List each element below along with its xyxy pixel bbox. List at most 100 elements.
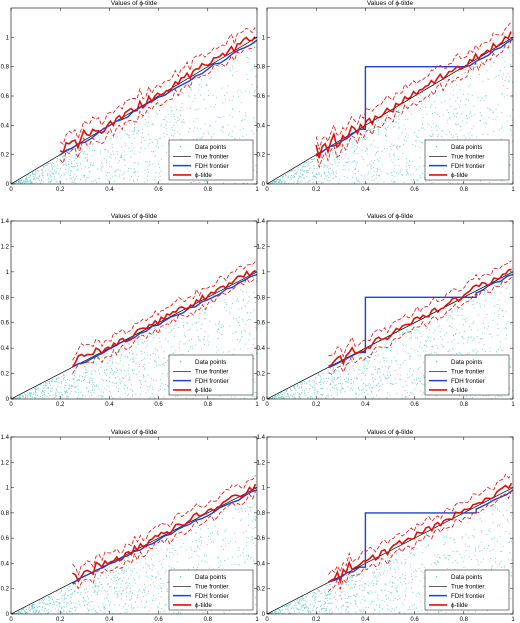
data-point bbox=[241, 507, 242, 509]
data-point bbox=[305, 388, 307, 389]
data-point bbox=[380, 379, 382, 381]
data-point bbox=[480, 100, 482, 102]
data-point bbox=[86, 612, 88, 614]
data-point bbox=[48, 595, 50, 597]
data-point bbox=[443, 346, 445, 348]
data-point bbox=[287, 395, 289, 397]
data-point bbox=[249, 332, 251, 334]
data-point bbox=[344, 161, 346, 163]
data-point bbox=[50, 602, 52, 604]
data-point bbox=[30, 181, 31, 183]
data-point bbox=[73, 176, 74, 178]
data-point bbox=[135, 358, 137, 360]
data-point bbox=[176, 613, 178, 614]
data-point bbox=[360, 379, 362, 381]
data-point bbox=[398, 173, 400, 175]
data-point bbox=[113, 587, 115, 589]
data-point bbox=[274, 397, 276, 399]
data-point bbox=[86, 176, 88, 178]
data-point bbox=[188, 131, 189, 133]
data-point bbox=[55, 380, 57, 382]
data-point bbox=[339, 595, 341, 596]
data-point bbox=[404, 599, 406, 601]
data-point bbox=[448, 315, 450, 317]
data-point bbox=[369, 384, 371, 386]
data-point bbox=[98, 388, 100, 390]
data-point bbox=[389, 365, 391, 367]
data-point bbox=[359, 129, 361, 131]
data-point bbox=[91, 373, 93, 375]
data-point bbox=[377, 371, 379, 373]
data-point bbox=[505, 338, 507, 340]
phi-tilde-line bbox=[328, 268, 512, 367]
data-point bbox=[81, 168, 83, 170]
data-point bbox=[354, 182, 356, 184]
data-point bbox=[284, 390, 286, 391]
data-point bbox=[22, 181, 24, 183]
data-point bbox=[483, 305, 485, 307]
data-point bbox=[140, 146, 142, 148]
data-point bbox=[510, 64, 512, 66]
data-point bbox=[437, 319, 438, 321]
data-point bbox=[95, 371, 97, 373]
data-point bbox=[79, 374, 81, 376]
data-point bbox=[234, 137, 236, 139]
data-point bbox=[62, 599, 64, 601]
data-point bbox=[150, 378, 152, 380]
data-point bbox=[61, 606, 63, 608]
data-point bbox=[112, 359, 114, 361]
data-point bbox=[455, 108, 457, 110]
data-point bbox=[359, 181, 361, 183]
data-point bbox=[204, 554, 205, 556]
data-point bbox=[383, 373, 385, 375]
data-point bbox=[56, 159, 58, 161]
data-point bbox=[253, 395, 255, 397]
data-point bbox=[374, 123, 376, 125]
data-point bbox=[217, 349, 219, 351]
legend-entry: ϕ-tilde bbox=[195, 387, 212, 394]
data-point bbox=[133, 181, 135, 182]
data-point bbox=[21, 610, 23, 612]
data-point bbox=[132, 362, 134, 364]
data-point bbox=[371, 164, 373, 166]
data-point bbox=[204, 181, 206, 182]
data-point bbox=[119, 578, 121, 580]
data-point bbox=[85, 375, 87, 377]
data-point bbox=[320, 600, 321, 602]
data-point bbox=[438, 115, 440, 117]
data-point bbox=[110, 177, 112, 179]
data-point bbox=[193, 130, 194, 132]
data-point bbox=[35, 181, 37, 183]
x-tick-label: 0.4 bbox=[105, 187, 114, 193]
data-point bbox=[241, 335, 243, 337]
data-point bbox=[293, 387, 295, 389]
data-point bbox=[94, 179, 96, 181]
data-point bbox=[22, 180, 24, 182]
data-point bbox=[136, 354, 138, 356]
data-point bbox=[105, 373, 107, 375]
data-point bbox=[405, 595, 407, 597]
data-point bbox=[430, 336, 432, 338]
data-point bbox=[66, 602, 68, 603]
data-point bbox=[440, 610, 442, 612]
data-point bbox=[16, 397, 17, 399]
data-point bbox=[132, 394, 133, 396]
data-point bbox=[390, 341, 392, 343]
data-point bbox=[298, 601, 300, 603]
data-point bbox=[471, 115, 473, 117]
data-point bbox=[242, 182, 244, 184]
data-point bbox=[304, 392, 306, 394]
data-point bbox=[348, 361, 350, 363]
data-point bbox=[411, 575, 412, 577]
data-point bbox=[459, 89, 461, 91]
data-point bbox=[140, 353, 142, 355]
data-point bbox=[366, 368, 367, 370]
data-point bbox=[142, 112, 144, 114]
data-point bbox=[241, 518, 243, 520]
data-point bbox=[118, 579, 120, 581]
data-point bbox=[284, 397, 286, 399]
data-point bbox=[45, 597, 47, 599]
data-point bbox=[116, 175, 118, 177]
data-point bbox=[85, 369, 87, 371]
